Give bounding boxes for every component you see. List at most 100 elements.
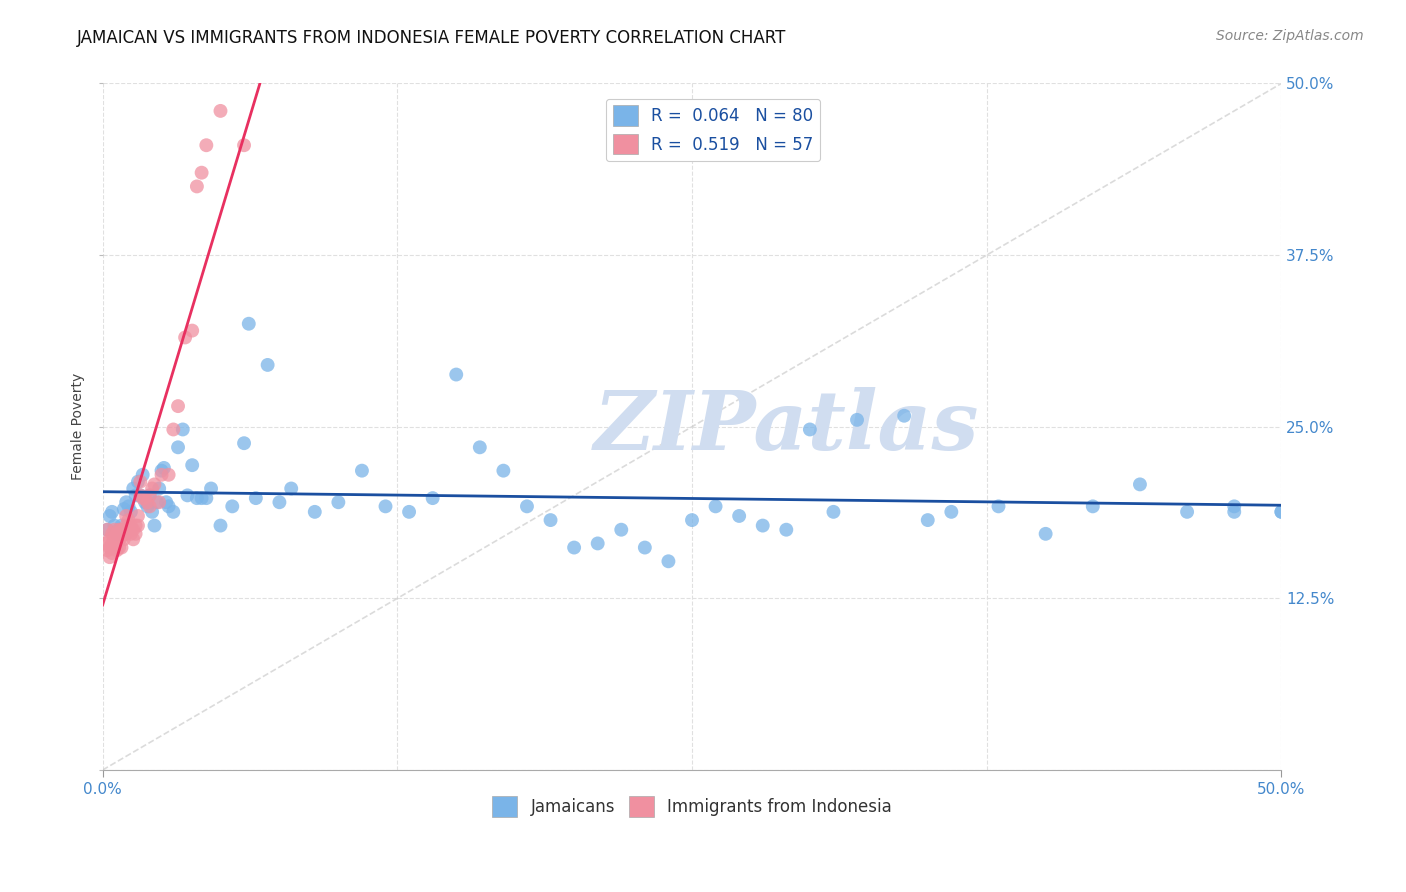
Point: [681, 513, 703, 527]
Point: [124, 488, 146, 502]
Point: [155, 495, 177, 509]
Point: [96, 523, 118, 537]
Point: [1081, 500, 1104, 514]
Point: [120, 518, 142, 533]
Point: [120, 526, 142, 541]
Point: [129, 475, 152, 489]
Point: [233, 138, 256, 153]
Point: [162, 505, 184, 519]
Point: [98, 550, 121, 565]
Point: [1175, 505, 1198, 519]
Point: [108, 533, 131, 547]
Point: [105, 536, 128, 550]
Point: [209, 518, 232, 533]
Point: [153, 461, 176, 475]
Point: [280, 482, 302, 496]
Point: [238, 317, 260, 331]
Point: [124, 526, 146, 541]
Point: [122, 523, 145, 537]
Point: [190, 491, 212, 505]
Point: [917, 513, 939, 527]
Point: [1223, 500, 1246, 514]
Point: [1223, 505, 1246, 519]
Point: [176, 488, 198, 502]
Point: [186, 491, 208, 505]
Point: [134, 495, 156, 509]
Point: [139, 500, 162, 514]
Point: [492, 464, 515, 478]
Point: [1270, 505, 1292, 519]
Text: ZIPatlas: ZIPatlas: [593, 387, 979, 467]
Point: [256, 358, 278, 372]
Point: [103, 523, 125, 537]
Point: [174, 330, 197, 344]
Point: [540, 513, 562, 527]
Point: [751, 518, 773, 533]
Point: [120, 505, 142, 519]
Point: [146, 495, 169, 509]
Point: [181, 324, 204, 338]
Point: [131, 491, 153, 505]
Point: [122, 533, 145, 547]
Point: [136, 495, 159, 509]
Point: [350, 464, 373, 478]
Point: [103, 518, 125, 533]
Point: [157, 500, 180, 514]
Point: [468, 440, 491, 454]
Text: Source: ZipAtlas.com: Source: ZipAtlas.com: [1216, 29, 1364, 43]
Point: [101, 505, 124, 519]
Point: [136, 500, 159, 514]
Point: [117, 500, 139, 514]
Point: [893, 409, 915, 423]
Point: [124, 518, 146, 533]
Point: [117, 523, 139, 537]
Point: [112, 533, 135, 547]
Point: [115, 526, 138, 541]
Point: [141, 482, 163, 496]
Y-axis label: Female Poverty: Female Poverty: [72, 373, 86, 481]
Point: [562, 541, 585, 555]
Point: [96, 523, 118, 537]
Point: [328, 495, 350, 509]
Point: [1129, 477, 1152, 491]
Point: [200, 482, 222, 496]
Point: [98, 541, 121, 555]
Point: [172, 422, 194, 436]
Point: [634, 541, 657, 555]
Point: [131, 467, 153, 482]
Point: [108, 523, 131, 537]
Point: [422, 491, 444, 505]
Point: [139, 488, 162, 502]
Point: [101, 546, 124, 560]
Point: [141, 505, 163, 519]
Point: [1035, 526, 1057, 541]
Point: [586, 536, 609, 550]
Point: [112, 502, 135, 516]
Point: [190, 166, 212, 180]
Point: [110, 541, 132, 555]
Point: [108, 523, 131, 537]
Legend: Jamaicans, Immigrants from Indonesia: Jamaicans, Immigrants from Indonesia: [485, 789, 898, 823]
Point: [245, 491, 267, 505]
Point: [127, 475, 149, 489]
Point: [129, 488, 152, 502]
Point: [110, 518, 132, 533]
Point: [444, 368, 467, 382]
Point: [823, 505, 845, 519]
Point: [112, 523, 135, 537]
Point: [110, 523, 132, 537]
Point: [157, 467, 180, 482]
Point: [105, 526, 128, 541]
Point: [103, 533, 125, 547]
Point: [374, 500, 396, 514]
Point: [108, 541, 131, 555]
Point: [304, 505, 326, 519]
Point: [127, 508, 149, 523]
Point: [134, 491, 156, 505]
Point: [398, 505, 420, 519]
Point: [103, 541, 125, 555]
Point: [115, 518, 138, 533]
Point: [148, 495, 170, 509]
Point: [127, 518, 149, 533]
Point: [941, 505, 963, 519]
